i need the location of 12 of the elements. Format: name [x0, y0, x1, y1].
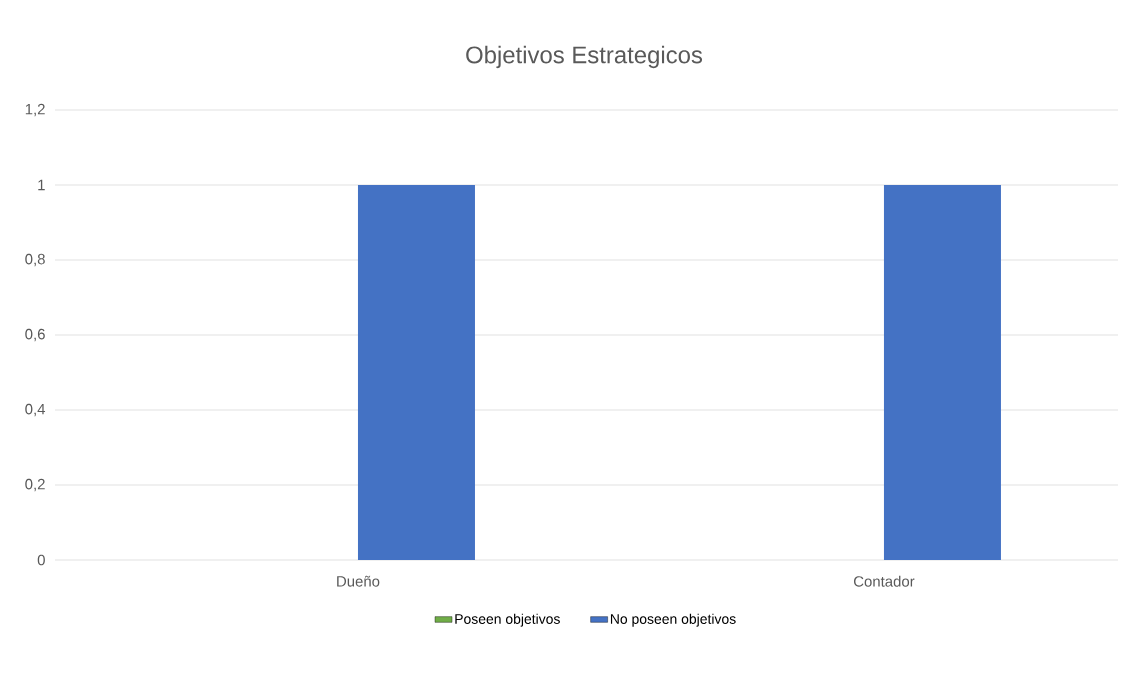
y-tick-label: 0,8 — [25, 253, 45, 267]
y-tick-label: 0,6 — [25, 328, 45, 342]
x-tick-label: Contador — [853, 575, 915, 587]
y-tick-label: 0 — [37, 554, 45, 566]
legend-label: No poseen objetivos — [610, 613, 736, 627]
legend-label: Poseen objetivos — [455, 613, 560, 627]
y-tick-label: 1,2 — [25, 103, 45, 117]
y-tick-label: 1 — [38, 179, 45, 191]
x-tick-label: Dueño — [337, 575, 380, 587]
y-tick-label: 0,2 — [25, 478, 45, 492]
chart-title: Objetivos Estrategicos — [466, 45, 703, 69]
y-tick-label: 0,4 — [25, 403, 46, 417]
